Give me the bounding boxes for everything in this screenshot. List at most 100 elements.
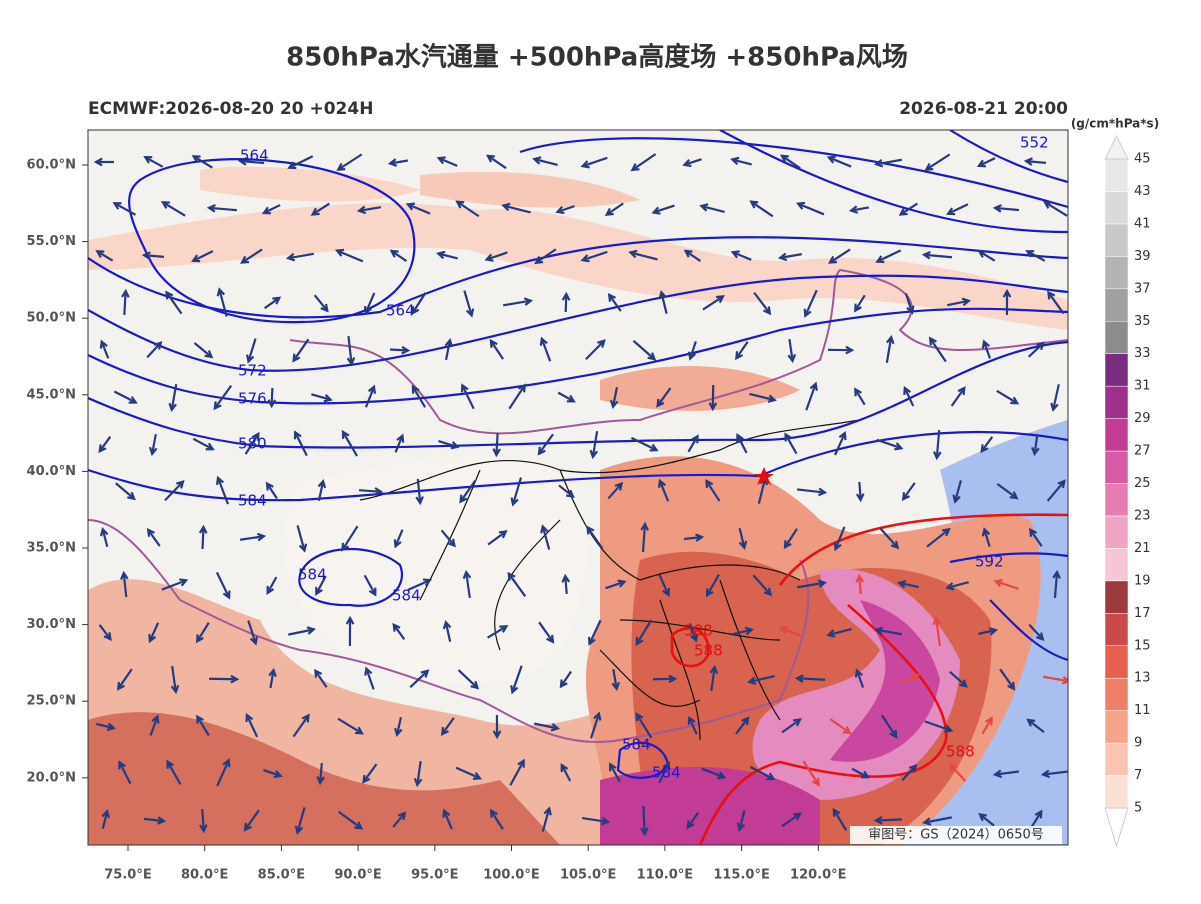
wind-arrow	[787, 338, 797, 364]
wind-arrow	[730, 156, 752, 166]
colorbar-box	[1104, 288, 1129, 322]
wind-arrow	[261, 204, 281, 215]
wind-arrow	[701, 767, 727, 780]
wind-arrow	[364, 666, 375, 690]
wind-arrow	[658, 290, 668, 314]
wind-arrow	[996, 483, 1019, 500]
colorbar-box	[1104, 677, 1129, 711]
wind-arrow	[161, 578, 189, 591]
wind-arrow	[628, 249, 658, 261]
wind-arrow	[409, 669, 430, 689]
wind-arrow	[873, 158, 902, 168]
colorbar-label: 7	[1134, 768, 1142, 783]
wind-arrow	[880, 714, 898, 739]
wind-arrow	[487, 625, 509, 639]
wind-arrow	[239, 532, 267, 542]
wind-arrow	[640, 805, 649, 837]
wind-arrow	[802, 760, 820, 787]
wind-arrow	[585, 339, 606, 360]
moisture	[200, 166, 420, 202]
wind-arrow	[164, 479, 185, 502]
wind-field	[93, 153, 1068, 837]
wind-arrow	[632, 339, 657, 361]
wind-arrow	[876, 438, 904, 451]
wind-arrow	[268, 667, 277, 689]
wind-arrow	[457, 669, 480, 690]
wind-arrow	[605, 579, 627, 590]
wind-arrow	[285, 252, 315, 262]
colorbar-box	[1104, 385, 1129, 419]
moisture	[600, 366, 800, 411]
wind-arrow	[113, 390, 138, 404]
wind-arrow	[779, 154, 801, 170]
wind-arrow	[589, 711, 602, 739]
wind-arrow	[363, 292, 376, 316]
wind-arrow	[1050, 384, 1060, 412]
wind-arrow	[657, 478, 670, 502]
lon-label: 105.0°E	[560, 868, 617, 883]
review-number: 审图号：GS（2024）0650号	[868, 828, 1044, 843]
wind-arrow	[735, 716, 750, 735]
wind-arrow	[589, 430, 599, 460]
wind-arrow	[749, 200, 774, 218]
wind-arrow	[735, 341, 749, 361]
wind-arrow	[901, 482, 916, 502]
wind-arrow	[95, 722, 116, 731]
wind-arrow	[656, 387, 672, 408]
colorbar-box	[1104, 548, 1129, 582]
wind-arrow	[796, 487, 828, 497]
colorbar-box	[1104, 775, 1129, 809]
contour-label: 588	[946, 743, 975, 761]
wind-arrow	[683, 533, 705, 542]
wind-arrow	[101, 809, 111, 830]
lon-label: 85.0°E	[258, 868, 305, 883]
wind-arrow	[753, 291, 772, 316]
wind-arrow	[436, 250, 458, 260]
wind-arrow	[534, 248, 557, 265]
wind-arrow	[732, 626, 754, 636]
review-box	[850, 826, 1062, 844]
contour-label: 580	[238, 435, 267, 453]
colorbar-label: 39	[1134, 249, 1151, 264]
wind-arrow	[708, 384, 718, 412]
wind-arrow	[487, 530, 508, 546]
wind-arrow	[949, 763, 967, 782]
lon-label: 100.0°E	[483, 868, 540, 883]
colorbar-label: 29	[1134, 411, 1151, 426]
wind-arrow	[216, 758, 231, 787]
wind-arrow	[539, 336, 552, 362]
lon-label: 120.0°E	[790, 868, 847, 883]
wind-arrow	[778, 626, 802, 637]
wind-arrow	[555, 205, 575, 215]
wind-arrow	[311, 393, 333, 403]
colorbar-label: 41	[1134, 216, 1151, 231]
wind-arrow	[921, 250, 953, 260]
colorbar-box	[1104, 223, 1129, 257]
wind-arrow	[981, 716, 993, 735]
wind-arrow	[992, 204, 1020, 213]
contour-label: 584	[622, 736, 651, 754]
wind-arrow	[237, 157, 265, 166]
contour-label: 584	[238, 492, 267, 510]
wind-arrow	[537, 433, 554, 456]
moisture	[88, 203, 1068, 330]
wind-arrow	[532, 156, 558, 167]
wind-arrow	[216, 287, 228, 317]
plateau	[283, 457, 587, 685]
wind-arrow	[635, 619, 653, 646]
wind-arrow	[730, 250, 752, 261]
wind-arrow	[928, 336, 947, 363]
wind-arrow	[170, 665, 180, 695]
wind-arrow	[1042, 201, 1068, 217]
colorbar-label: 45	[1134, 152, 1151, 167]
wind-arrow	[196, 622, 210, 644]
colorbar-label: 35	[1134, 314, 1151, 329]
wind-arrow	[120, 570, 129, 598]
wind-arrow	[266, 576, 278, 595]
wind-arrow	[247, 620, 259, 646]
wind-arrow	[489, 808, 504, 830]
lat-label: 20.0°N	[27, 770, 76, 785]
frame	[87, 129, 1069, 846]
wind-arrow	[310, 202, 330, 216]
